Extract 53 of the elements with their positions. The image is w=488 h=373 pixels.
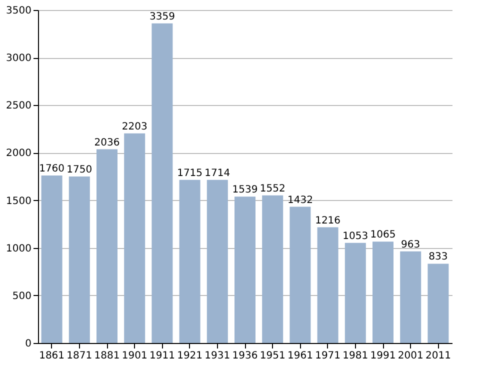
data-label: 1053 [342, 230, 368, 242]
x-tick-label: 1901 [122, 350, 148, 362]
y-tick-label: 3500 [6, 6, 32, 16]
x-tick-label: 1921 [177, 350, 203, 362]
bar [41, 176, 62, 343]
data-label: 1539 [232, 184, 258, 196]
data-label: 2203 [122, 121, 148, 132]
data-label: 1216 [315, 215, 341, 226]
data-label: 1552 [260, 183, 286, 194]
x-tick-label: 1961 [287, 350, 313, 362]
data-label: 3359 [149, 11, 175, 22]
y-tick-label: 2500 [6, 100, 32, 112]
bar [290, 206, 311, 343]
data-label: 1750 [66, 164, 92, 176]
bar [206, 180, 228, 343]
x-tick-label: 1871 [66, 350, 92, 362]
bar [179, 180, 200, 343]
data-label: 1715 [177, 168, 203, 179]
data-label: 833 [428, 252, 448, 263]
x-tick-label: 2011 [425, 350, 451, 362]
bar [152, 23, 173, 343]
bar [400, 251, 422, 343]
bar [96, 149, 118, 343]
bar [428, 264, 449, 343]
y-tick-label: 2000 [6, 148, 32, 160]
data-label: 1432 [287, 194, 313, 206]
data-label: 1760 [39, 164, 65, 175]
data-label: 1065 [370, 230, 396, 241]
y-tick-label: 500 [12, 290, 32, 302]
x-tick-label: 1981 [342, 350, 368, 362]
x-tick-label: 1971 [315, 350, 341, 362]
y-tick-label: 0 [25, 338, 32, 350]
x-tick-label: 1931 [204, 350, 230, 362]
data-label: 963 [401, 239, 420, 250]
bar [124, 133, 146, 343]
y-tick-label: 1000 [6, 243, 32, 254]
x-tick-label: 1911 [149, 350, 175, 362]
x-tick-label: 1991 [370, 350, 396, 362]
bar [262, 195, 284, 343]
x-tick-label: 1881 [94, 350, 120, 362]
y-tick-label: 3000 [6, 53, 32, 64]
data-label: 2036 [94, 137, 120, 148]
y-tick-label: 1500 [6, 196, 32, 207]
bar [234, 196, 256, 343]
bar [344, 242, 366, 343]
data-label: 1714 [204, 168, 230, 179]
bar [372, 242, 394, 343]
bar [317, 227, 338, 343]
x-tick-label: 1861 [39, 350, 65, 362]
bar [68, 176, 90, 343]
x-tick-label: 1936 [232, 350, 258, 362]
x-tick-label: 2001 [398, 350, 424, 362]
x-tick-label: 1951 [260, 350, 286, 362]
